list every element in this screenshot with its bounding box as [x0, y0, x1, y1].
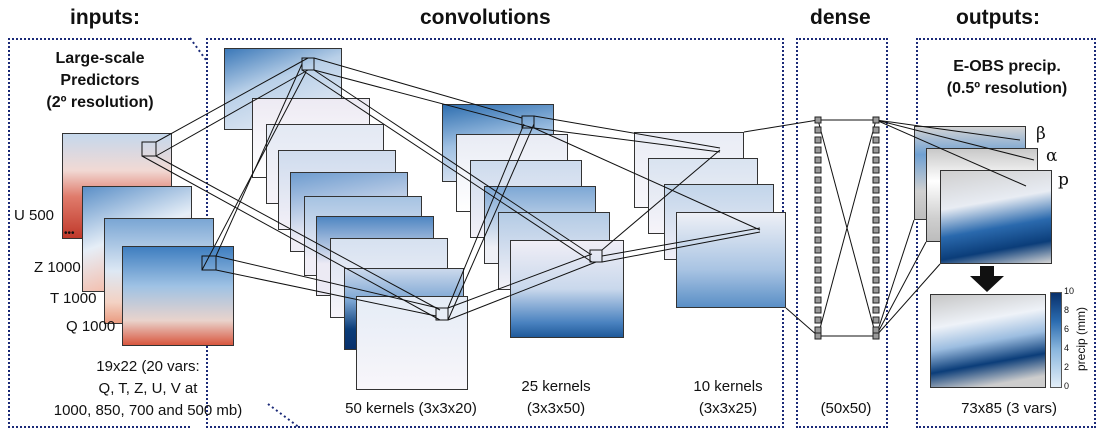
- inputs-subtitle-line1: Large-scale: [55, 50, 145, 67]
- inputs-subtitle-line3: (2º resolution): [46, 94, 154, 111]
- inputs-title: inputs:: [70, 6, 140, 29]
- var-label-u500: U 500: [14, 207, 55, 224]
- inputs-subtitle: Large-scale Predictors (2º resolution): [20, 48, 180, 114]
- colorbar-tick: 2: [1064, 362, 1070, 372]
- param-p: p: [1058, 170, 1069, 190]
- conv3-map: [676, 212, 786, 308]
- conv1-map: [356, 296, 468, 390]
- outputs-subtitle: E-OBS precip. (0.5º resolution): [924, 56, 1090, 100]
- colorbar-tick: 8: [1064, 305, 1070, 315]
- input-kernel-box: [141, 141, 157, 157]
- colorbar-tick: 6: [1064, 324, 1070, 334]
- param-alpha: α: [1046, 146, 1058, 166]
- outputs-subtitle-line2: (0.5º resolution): [946, 80, 1068, 97]
- down-arrow: [970, 266, 1004, 292]
- colorbar-tick: 0: [1064, 381, 1070, 391]
- colorbar: [1050, 292, 1062, 388]
- inputs-frame: [8, 38, 190, 428]
- inputs-subtitle-line2: Predictors: [60, 72, 140, 89]
- input-ellipsis: •••: [64, 228, 75, 239]
- dense-caption: (50x50): [820, 400, 872, 417]
- colorbar-tick: 4: [1064, 343, 1070, 353]
- input-kernel-box: [201, 255, 217, 271]
- var-label-z1000: Z 1000: [34, 259, 81, 276]
- dense-layer-1: [814, 116, 822, 340]
- conv2-kernel-box: [589, 249, 603, 263]
- conv1-kernel-box: [301, 57, 315, 71]
- conv2-caption-line2: (3x3x50): [526, 400, 586, 417]
- outputs-title: outputs:: [956, 6, 1040, 29]
- colorbar-tick: 10: [1064, 286, 1075, 296]
- var-label-q1000: Q 1000: [66, 318, 116, 335]
- param-beta: β: [1036, 124, 1046, 144]
- dense-layer-2: [872, 116, 880, 340]
- input-map-q1000: [122, 246, 234, 346]
- inputs-caption: 19x22 (20 vars: Q, T, Z, U, V at 1000, 8…: [10, 356, 286, 422]
- conv2-caption: 25 kernels (3x3x50): [506, 376, 606, 420]
- dense-title: dense: [810, 6, 871, 29]
- conv2-map: [510, 240, 624, 338]
- conv3-caption-line2: (3x3x25): [698, 400, 758, 417]
- outputs-subtitle-line1: E-OBS precip.: [953, 58, 1061, 75]
- output-map-p: [940, 170, 1052, 264]
- inputs-caption-line1: 19x22 (20 vars:: [96, 358, 200, 375]
- var-label-t1000: T 1000: [50, 290, 97, 307]
- outputs-frame: [916, 38, 1096, 428]
- outputs-caption: 73x85 (3 vars): [961, 400, 1057, 417]
- inputs-caption-line2: Q, T, Z, U, V at: [98, 380, 198, 397]
- conv2-caption-line1: 25 kernels: [521, 378, 591, 395]
- precip-map: [930, 294, 1046, 388]
- conv3-caption-line1: 10 kernels: [693, 378, 763, 395]
- conv1-kernel-box: [435, 307, 449, 321]
- convolutions-title: convolutions: [420, 6, 551, 29]
- conv1-caption: 50 kernels (3x3x20): [345, 400, 477, 417]
- conv2-kernel-box: [521, 115, 535, 129]
- colorbar-ticks: 10 8 6 4 2 0: [1064, 287, 1082, 393]
- conv3-caption: 10 kernels (3x3x25): [676, 376, 780, 420]
- dense-frame: [796, 38, 888, 428]
- inputs-caption-line3: 1000, 850, 700 and 500 mb): [53, 402, 243, 419]
